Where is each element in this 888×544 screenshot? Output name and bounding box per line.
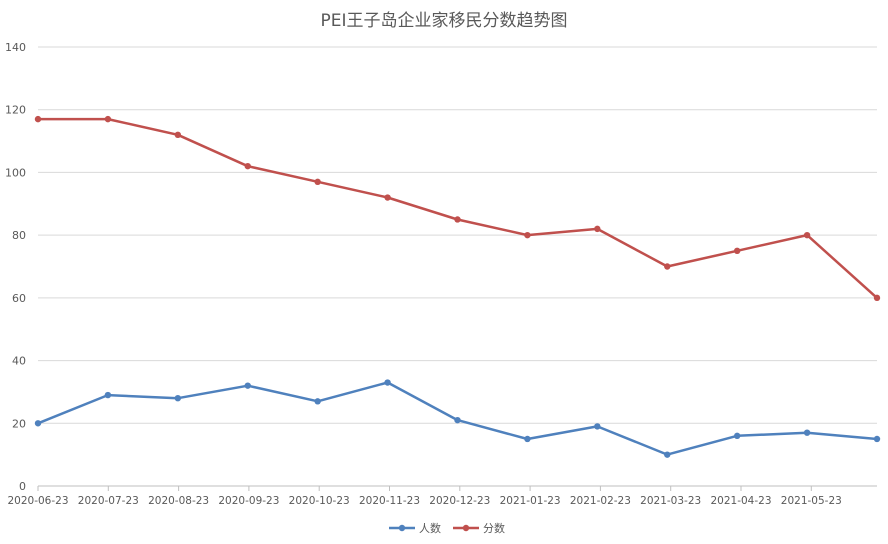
legend-layer: 人数 分数 bbox=[389, 522, 505, 535]
data-point bbox=[594, 423, 601, 430]
grid-layer bbox=[38, 46, 877, 424]
axis-layer: 0 20 40 60 80 100 120 140 2020-06-23 2020-07-23 20… bbox=[5, 41, 877, 507]
data-point bbox=[104, 391, 112, 399]
data-point bbox=[174, 131, 182, 138]
data-point bbox=[34, 115, 42, 123]
data-point bbox=[664, 451, 671, 458]
data-point bbox=[244, 382, 251, 389]
data-point bbox=[803, 429, 811, 436]
series-layer bbox=[34, 115, 881, 458]
data-point bbox=[664, 263, 671, 270]
data-point bbox=[314, 178, 321, 186]
x-tick-label: 2021-02-23 bbox=[570, 495, 631, 507]
x-tick-label: 2021-01-23 bbox=[500, 495, 561, 507]
data-point bbox=[244, 162, 251, 170]
legend-label: 人数 bbox=[419, 522, 441, 535]
data-point bbox=[524, 435, 531, 443]
data-point bbox=[314, 398, 321, 405]
series-line-2 bbox=[38, 117, 878, 299]
data-point bbox=[34, 420, 42, 427]
data-point bbox=[454, 416, 461, 424]
data-point bbox=[803, 231, 811, 239]
x-tick-label: 2020-07-23 bbox=[78, 495, 139, 507]
data-point bbox=[873, 294, 881, 302]
data-point bbox=[733, 432, 741, 440]
data-point bbox=[454, 216, 461, 223]
x-tick-label: 2020-06-23 bbox=[7, 495, 68, 507]
legend-marker bbox=[398, 524, 406, 532]
y-tick-label: 60 bbox=[12, 292, 26, 305]
x-tick-label: 2021-04-23 bbox=[710, 495, 771, 507]
x-tick-label: 2020-12-23 bbox=[429, 495, 490, 507]
y-tick-label: 80 bbox=[12, 229, 26, 242]
x-tick-label: 2020-09-23 bbox=[218, 495, 279, 507]
data-point bbox=[594, 225, 601, 233]
data-point bbox=[174, 395, 182, 402]
legend-item: 人数 bbox=[389, 522, 441, 535]
data-point bbox=[524, 231, 531, 239]
legend-marker bbox=[462, 524, 470, 532]
data-point bbox=[733, 247, 741, 255]
y-tick-label: 20 bbox=[12, 417, 26, 430]
y-tick-label: 40 bbox=[12, 355, 26, 368]
data-point bbox=[384, 194, 391, 201]
x-tick-label: 2020-11-23 bbox=[359, 495, 420, 507]
data-point bbox=[873, 435, 881, 443]
data-point bbox=[104, 115, 112, 123]
data-point bbox=[384, 379, 391, 386]
legend-label: 分数 bbox=[483, 522, 505, 535]
x-tick-label: 2021-03-23 bbox=[640, 495, 701, 507]
chart-title: PEI王子岛企业家移民分数趋势图 bbox=[320, 11, 568, 31]
y-tick-label: 100 bbox=[5, 166, 26, 179]
y-tick-label: 0 bbox=[19, 480, 26, 493]
x-tick-label: 2020-10-23 bbox=[289, 495, 350, 507]
x-tick-label: 2021-05-23 bbox=[781, 495, 842, 507]
y-tick-label: 120 bbox=[5, 104, 26, 117]
x-tick-label: 2020-08-23 bbox=[148, 495, 209, 507]
legend-item: 分数 bbox=[453, 522, 505, 535]
y-tick-label: 140 bbox=[5, 41, 26, 54]
